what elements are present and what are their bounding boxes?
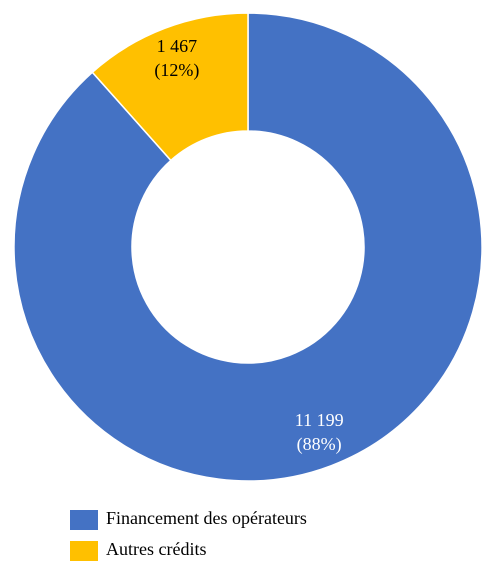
donut-slice	[13, 12, 483, 482]
value-label: 1 467	[157, 36, 198, 56]
percent-label: (88%)	[297, 434, 342, 455]
legend-label: Financement des opérateurs	[106, 508, 307, 528]
percent-label: (12%)	[154, 60, 199, 81]
donut-slice	[91, 12, 249, 162]
legend-swatch	[70, 541, 98, 561]
legend-swatch	[70, 510, 98, 530]
legend-label: Autres crédits	[106, 539, 206, 559]
value-label: 11 199	[295, 410, 344, 430]
